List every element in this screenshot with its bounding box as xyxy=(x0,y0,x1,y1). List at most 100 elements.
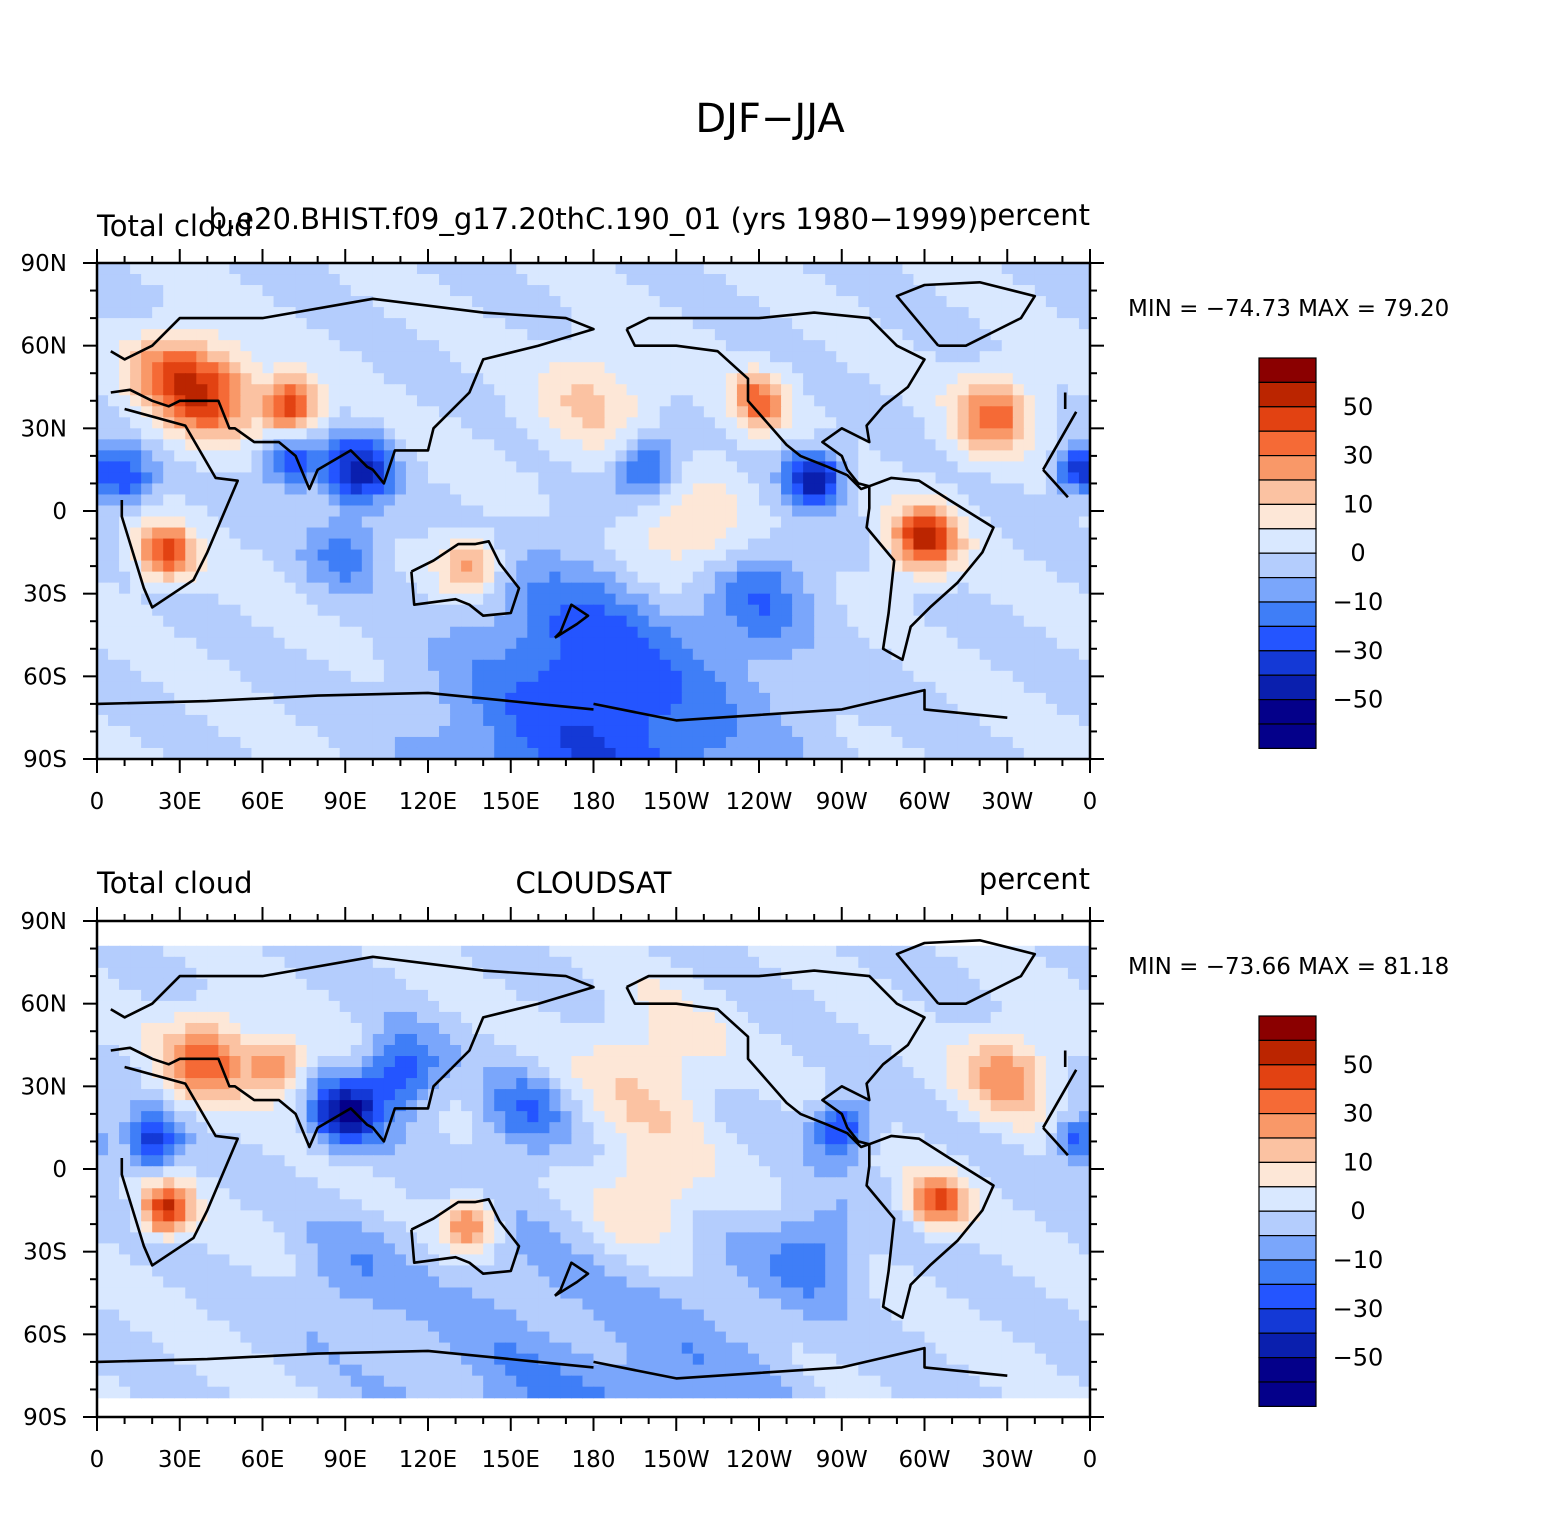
field-cell xyxy=(383,648,396,661)
field-cell xyxy=(1056,648,1069,661)
field-cell xyxy=(1023,263,1036,275)
field-cell xyxy=(119,340,131,352)
field-cell xyxy=(119,692,131,705)
field-cell xyxy=(383,571,396,584)
field-cell xyxy=(218,1045,230,1057)
field-cell xyxy=(869,1011,881,1024)
field-cell xyxy=(306,274,319,286)
field-cell xyxy=(405,494,418,507)
field-cell xyxy=(990,296,1003,308)
field-cell xyxy=(604,329,617,341)
field-cell xyxy=(394,516,407,529)
field-cell xyxy=(560,527,573,540)
field-cell xyxy=(924,274,937,286)
field-cell xyxy=(714,1000,727,1013)
field-cell xyxy=(163,450,175,462)
field-cell xyxy=(317,747,330,759)
field-cell xyxy=(383,1045,396,1057)
field-cell xyxy=(880,505,892,518)
field-cell xyxy=(218,417,230,429)
field-cell xyxy=(736,296,749,308)
field-cell xyxy=(439,384,451,396)
field-cell xyxy=(935,461,948,474)
field-cell xyxy=(97,560,109,573)
field-cell xyxy=(152,450,164,462)
field-cell xyxy=(483,318,495,330)
field-cell xyxy=(394,648,407,661)
field-cell xyxy=(163,505,175,518)
field-cell xyxy=(130,318,142,330)
field-cell xyxy=(582,747,595,759)
field-cell xyxy=(130,538,142,551)
field-cell xyxy=(428,615,440,628)
field-cell xyxy=(847,439,859,451)
field-cell xyxy=(328,945,341,958)
field-cell xyxy=(494,428,506,440)
field-cell xyxy=(924,417,937,429)
field-cell xyxy=(659,373,672,385)
field-cell xyxy=(759,505,771,518)
field-cell xyxy=(1023,670,1036,683)
field-cell xyxy=(174,1011,186,1024)
coastline xyxy=(120,407,1078,609)
field-cell xyxy=(1001,296,1014,308)
field-cell xyxy=(946,395,959,407)
field-cell xyxy=(593,538,606,551)
field-cell xyxy=(108,439,120,451)
field-cell xyxy=(781,417,793,429)
field-cell xyxy=(416,978,429,991)
field-cell xyxy=(781,978,793,991)
field-cell xyxy=(108,505,120,518)
field-cell xyxy=(240,307,253,319)
field-cell xyxy=(450,989,462,1002)
field-cell xyxy=(681,560,694,573)
field-cell xyxy=(626,648,639,661)
field-cell xyxy=(858,494,870,507)
field-cell xyxy=(185,945,197,958)
field-cell xyxy=(891,274,904,286)
field-cell xyxy=(957,296,970,308)
field-cell xyxy=(935,659,948,672)
field-cell xyxy=(119,417,131,429)
field-cell xyxy=(251,1011,264,1024)
field-cell xyxy=(483,725,495,738)
field-cell xyxy=(461,450,473,462)
field-cell xyxy=(681,725,694,738)
field-cell xyxy=(1067,384,1080,396)
field-cell xyxy=(692,989,705,1002)
field-cell xyxy=(538,505,550,518)
field-cell xyxy=(295,703,308,716)
field-cell xyxy=(472,978,484,991)
field-cell xyxy=(251,439,264,451)
field-cell xyxy=(836,626,848,639)
field-cell xyxy=(880,736,892,749)
field-cell xyxy=(714,439,727,451)
field-cell xyxy=(935,417,948,429)
field-cell xyxy=(196,703,208,716)
field-cell xyxy=(913,505,926,518)
field-cell xyxy=(97,274,109,286)
field-cell xyxy=(957,945,970,958)
field-cell xyxy=(714,450,727,462)
field-cell xyxy=(571,1033,584,1046)
field-cell xyxy=(461,1022,473,1035)
field-cell xyxy=(461,615,473,628)
field-cell xyxy=(262,681,275,694)
field-cell xyxy=(1067,945,1080,958)
field-cell xyxy=(1078,1033,1090,1046)
field-cell xyxy=(494,538,506,551)
field-cell xyxy=(97,483,109,496)
field-cell xyxy=(383,670,396,683)
field-cell xyxy=(262,527,275,540)
field-cell xyxy=(626,285,639,297)
field-cell xyxy=(714,604,727,617)
field-cell xyxy=(924,285,937,297)
field-cell xyxy=(659,406,672,418)
field-cell xyxy=(218,483,230,496)
field-cell xyxy=(692,659,705,672)
field-cell xyxy=(350,725,363,738)
field-cell xyxy=(880,714,892,727)
field-cell xyxy=(450,505,462,518)
field-cell xyxy=(725,1011,738,1024)
field-cell xyxy=(483,439,495,451)
